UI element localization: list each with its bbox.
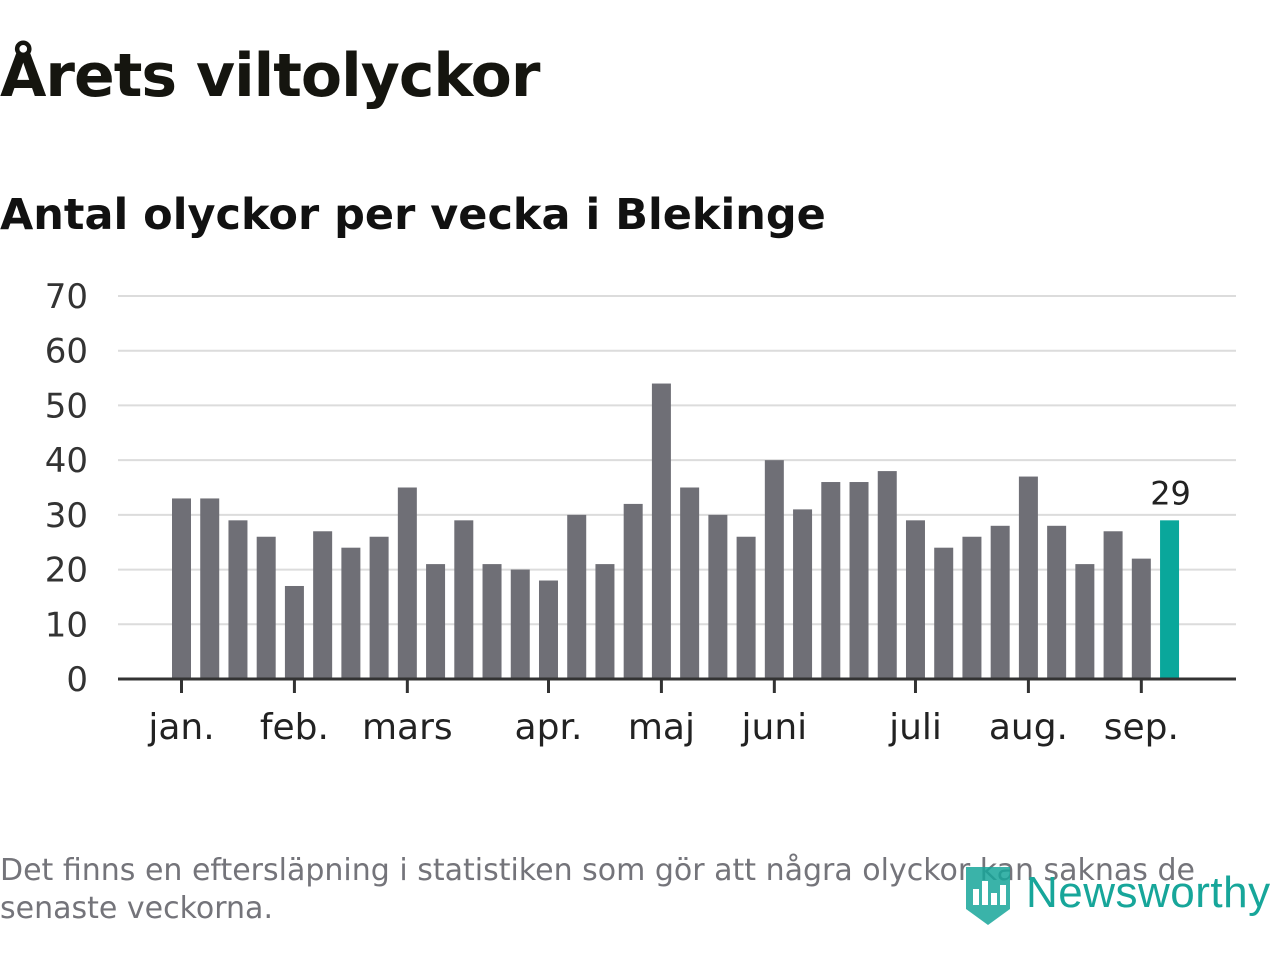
bar — [256, 536, 276, 679]
x-tick-label: juli — [888, 707, 942, 748]
bar — [284, 585, 304, 679]
bar — [680, 487, 700, 679]
bar — [200, 498, 220, 679]
bar — [369, 536, 389, 679]
y-tick-label: 30 — [45, 496, 88, 536]
bar — [934, 547, 954, 679]
bar — [228, 520, 248, 679]
bar — [1018, 476, 1038, 679]
x-tick-label: feb. — [260, 707, 329, 748]
newsworthy-logo-icon — [966, 867, 1010, 925]
bar — [764, 460, 784, 679]
bar — [510, 569, 530, 679]
bar — [1131, 558, 1151, 679]
x-tick-label: jan. — [147, 707, 214, 748]
y-tick-label: 50 — [45, 386, 88, 426]
y-tick-label: 70 — [45, 277, 88, 317]
x-tick-label: sep. — [1104, 707, 1179, 748]
bar — [341, 547, 361, 679]
bar — [623, 503, 643, 679]
bar — [651, 383, 671, 679]
x-tick-label: maj — [628, 707, 695, 748]
y-tick-label: 0 — [66, 660, 88, 700]
x-tick-label: apr. — [515, 707, 583, 748]
bar-chart: 0 10 20 30 40 50 60 70 29 jan. feb. mars apr. maj juni… — [45, 277, 1236, 748]
data-label: 29 — [1150, 474, 1191, 512]
bar — [454, 520, 474, 679]
chart-subtitle: Antal olyckor per vecka i Blekinge — [0, 190, 826, 240]
bar — [962, 536, 982, 679]
bar — [1047, 525, 1067, 679]
bar — [905, 520, 925, 679]
bar — [595, 564, 615, 679]
bar — [567, 514, 587, 679]
y-tick-label: 40 — [45, 441, 88, 481]
x-tick-label: mars — [362, 707, 453, 748]
bar — [708, 514, 728, 679]
bar — [538, 580, 558, 679]
bar — [397, 487, 417, 679]
bar — [426, 564, 446, 679]
chart-title: Årets viltolyckor — [0, 41, 540, 111]
y-tick-label: 60 — [45, 332, 88, 372]
bar — [736, 536, 756, 679]
logo-text: Newsworthy — [1026, 868, 1271, 917]
bar — [877, 471, 897, 679]
x-tick-label: juni — [741, 707, 808, 748]
y-tick-label: 10 — [45, 605, 88, 645]
bar — [1103, 531, 1123, 679]
bar — [172, 498, 191, 679]
newsworthy-logo: Newsworthy — [962, 858, 1271, 928]
y-tick-label: 20 — [45, 551, 88, 591]
bar — [990, 525, 1010, 679]
bar — [313, 531, 333, 679]
bar — [482, 564, 502, 679]
bar — [1075, 564, 1095, 679]
bar — [849, 482, 869, 679]
x-tick-label: aug. — [989, 707, 1068, 748]
bar — [793, 509, 813, 679]
bar — [821, 482, 841, 679]
bar-highlight — [1160, 520, 1180, 679]
